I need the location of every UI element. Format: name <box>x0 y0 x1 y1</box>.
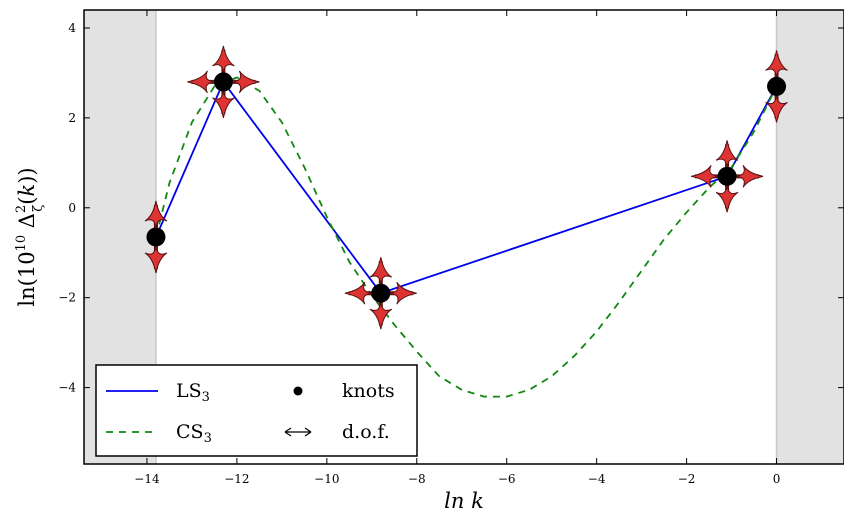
legend-swatch-3 <box>284 427 312 437</box>
shaded-region-1 <box>776 10 844 464</box>
legend-swatch-1 <box>293 386 303 396</box>
x-tick-label-3: −8 <box>408 472 426 486</box>
series-line-ls3 <box>155 81 778 295</box>
axis-ticks: −14 −12 −10 −8 −6 −4 −2 0 −4 −2 0 2 4 <box>58 10 844 486</box>
y-tick-label-3: 2 <box>68 111 76 125</box>
series-layer <box>155 76 778 398</box>
legend-box <box>95 364 418 457</box>
dof-arrows-layer <box>144 45 788 330</box>
x-tick-label-2: −10 <box>314 472 339 486</box>
knot-point-4 <box>767 76 787 96</box>
x-tick-label-7: 0 <box>773 472 781 486</box>
legend-label-1: knots <box>342 380 395 402</box>
knot-point-2 <box>371 283 391 303</box>
legend-item-1: knots <box>293 380 395 402</box>
plot-frame <box>83 9 844 465</box>
knot-point-3 <box>717 166 737 186</box>
x-tick-label-5: −4 <box>588 472 606 486</box>
y-tick-label-0: −4 <box>58 381 76 395</box>
knots-layer <box>146 72 787 303</box>
knot-point-0 <box>146 227 166 247</box>
shaded-regions <box>84 10 844 464</box>
x-tick-label-0: −14 <box>134 472 160 486</box>
y-tick-label-1: −2 <box>58 291 76 305</box>
legend-label-3: d.o.f. <box>342 421 390 443</box>
legend-item-3: d.o.f. <box>284 421 390 443</box>
x-tick-label-1: −12 <box>224 472 249 486</box>
series-line-cs3 <box>155 76 778 398</box>
x-tick-label-4: −6 <box>498 472 516 486</box>
knot-point-1 <box>213 72 233 92</box>
y-tick-label-2: 0 <box>68 201 76 215</box>
y-tick-label-4: 4 <box>68 21 76 35</box>
y-axis-title: ln(1010 Δ2 ζ(k)) <box>14 167 46 306</box>
x-axis-title: ln k <box>444 489 484 513</box>
x-tick-label-6: −2 <box>678 472 696 486</box>
